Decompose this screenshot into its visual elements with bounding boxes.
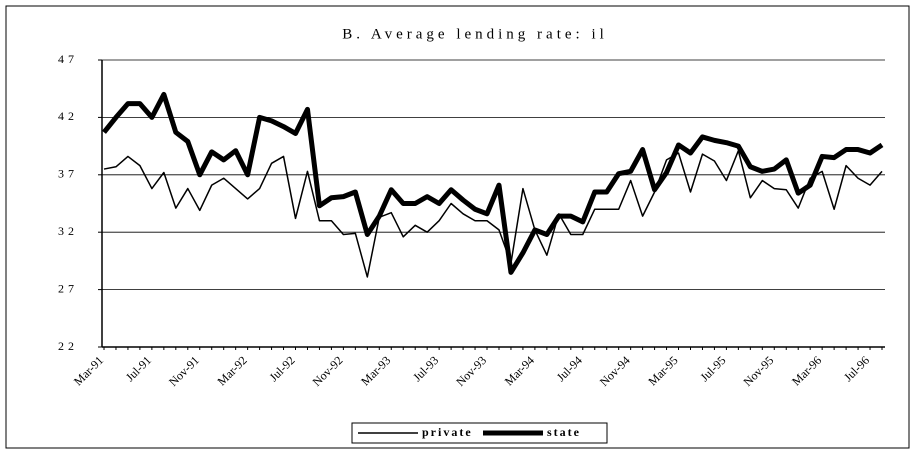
y-tick-label: 37: [58, 167, 78, 181]
y-tick-label: 42: [58, 109, 78, 123]
series-line: [102, 91, 884, 275]
legend-label: state: [547, 425, 581, 439]
legend-box: [351, 422, 608, 444]
chart-title: B. Average lending rate: il: [342, 26, 608, 42]
y-tick-label: 32: [58, 224, 78, 238]
y-tick-label: 27: [58, 281, 78, 295]
y-tick-label: 22: [58, 339, 78, 353]
chart-border: [5, 5, 910, 449]
y-tick-label: 47: [58, 52, 78, 66]
legend-label: private: [422, 425, 473, 439]
series-line: [103, 149, 883, 278]
